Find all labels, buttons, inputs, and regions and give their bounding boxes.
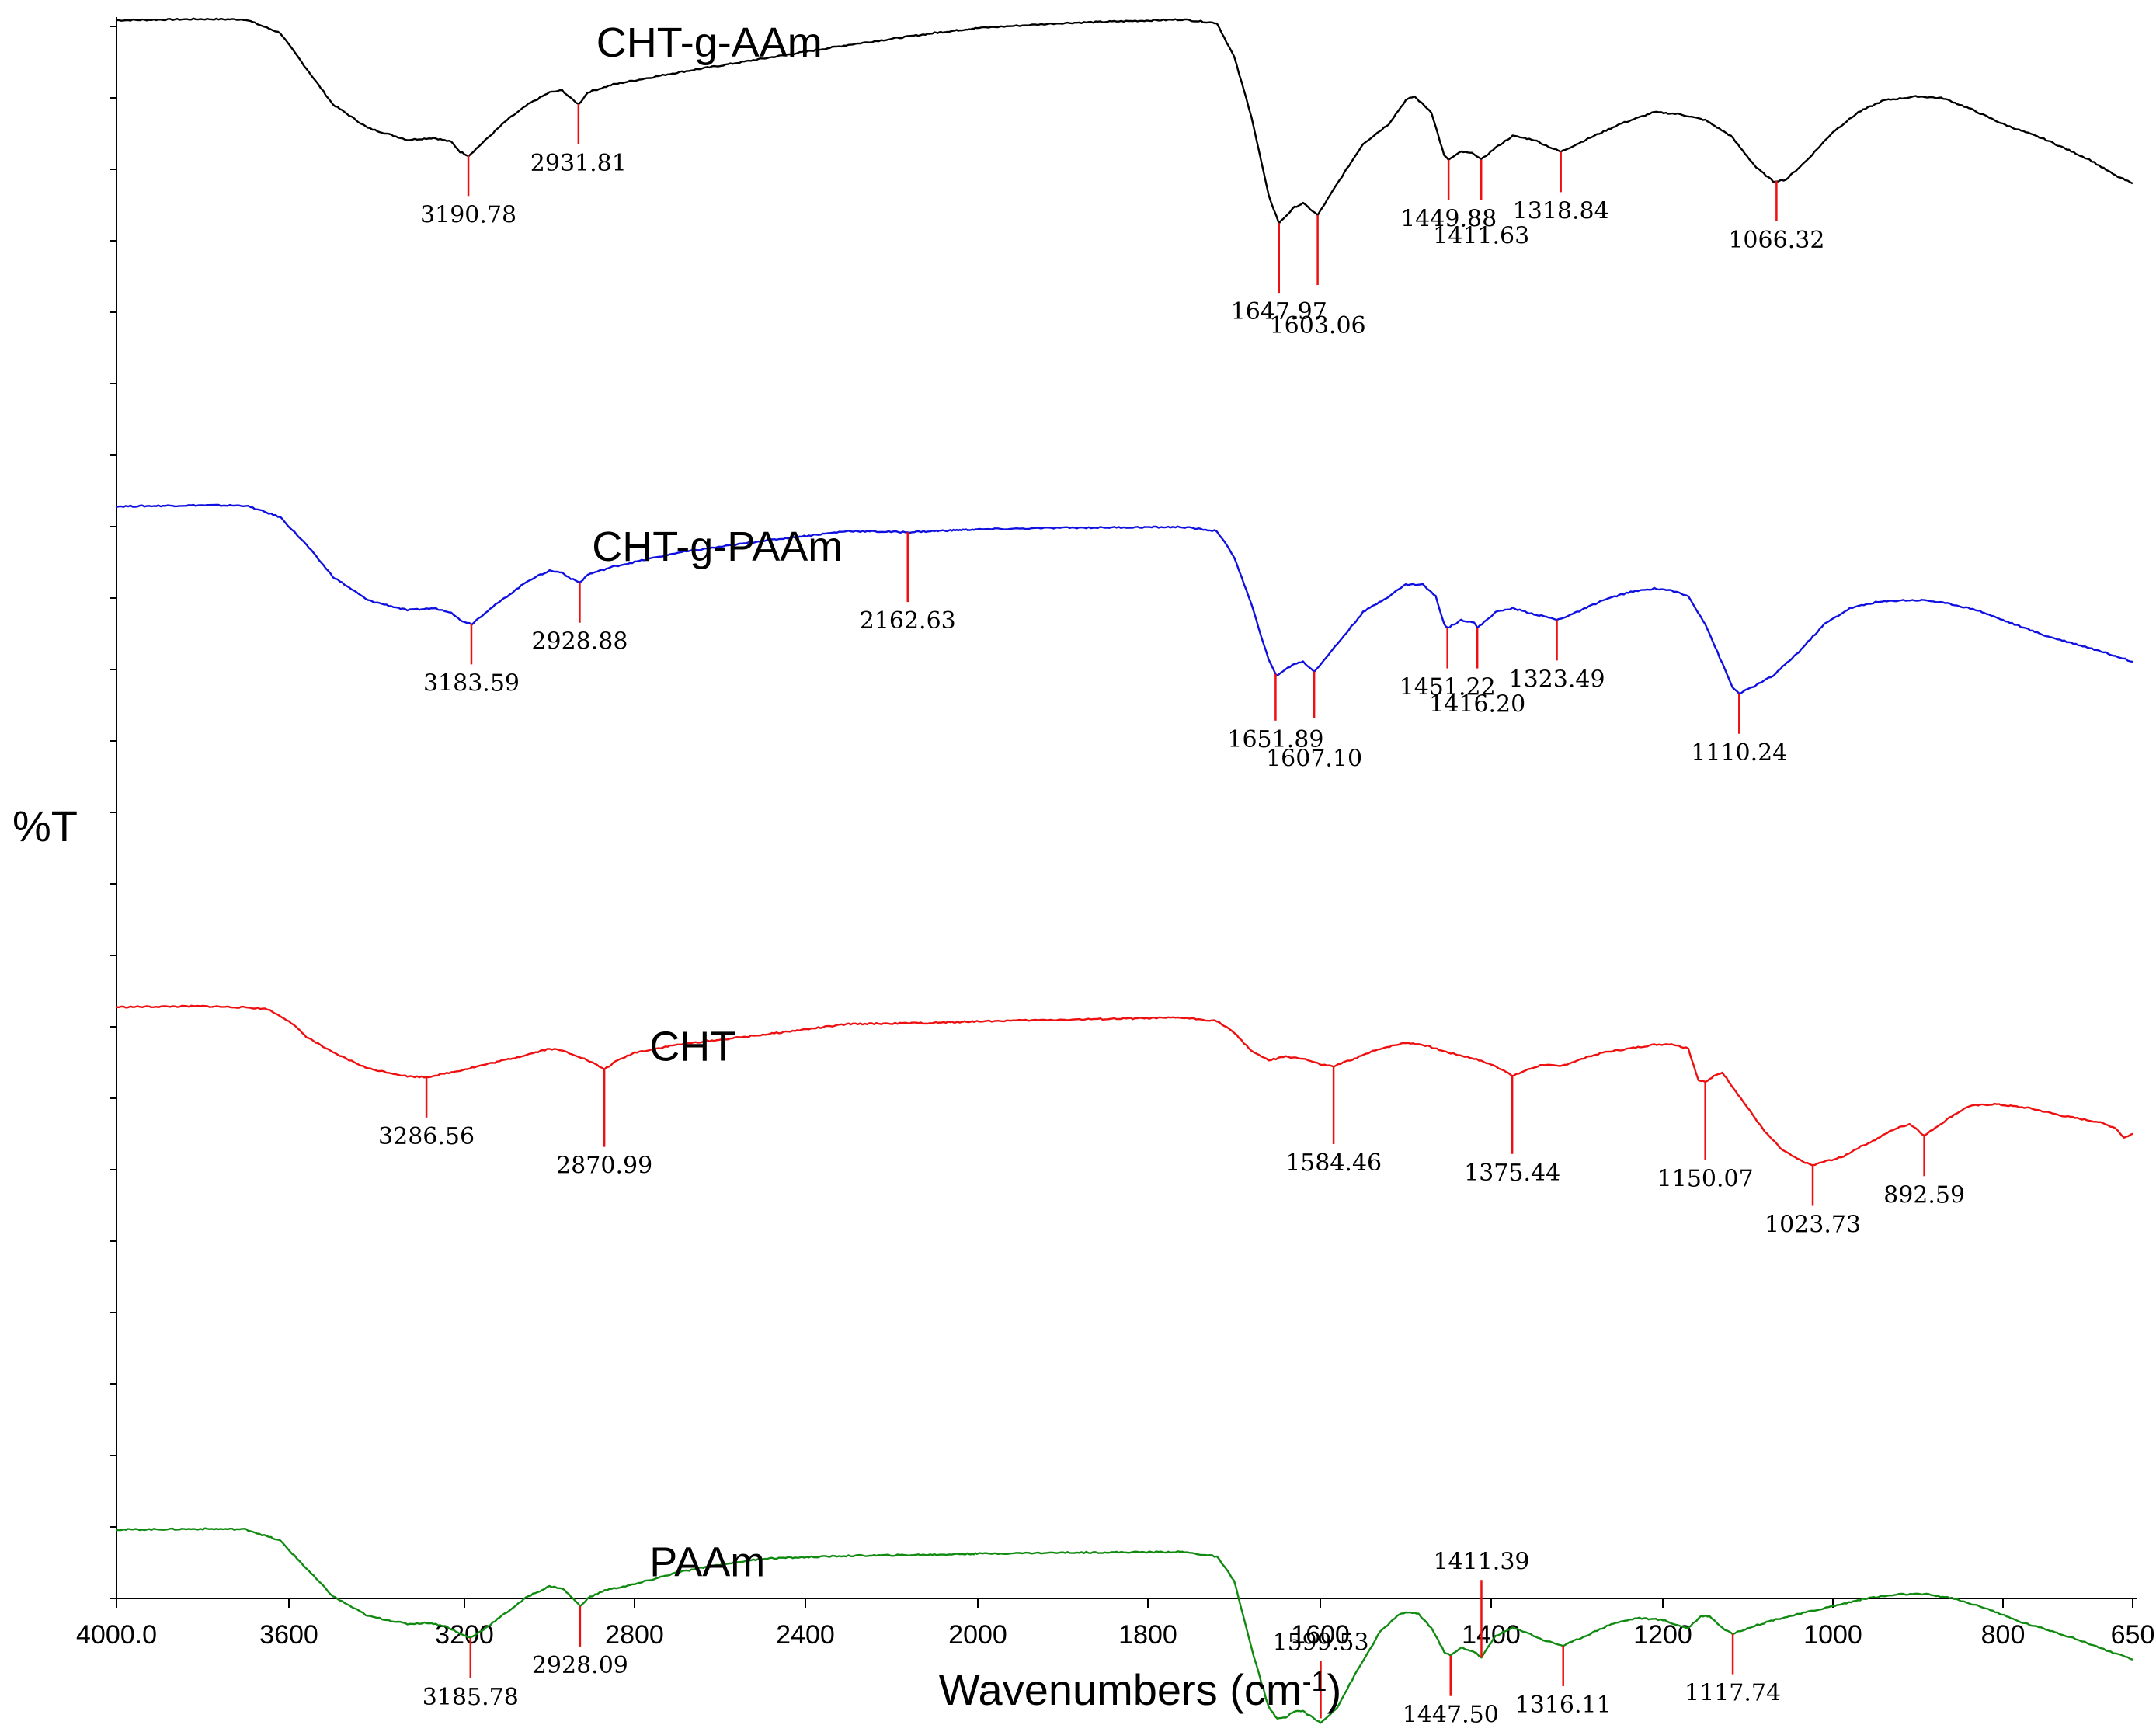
x-tick-label: 4000.0 (76, 1620, 157, 1650)
plot-frame (116, 17, 2137, 1599)
peak-label: 1607.10 (1266, 746, 1362, 773)
series-line-cht-g-aam (116, 17, 2133, 224)
peak-label: 1449.88 (1400, 206, 1497, 233)
peak-label: 1451.22 (1400, 674, 1496, 701)
peak-annotations: 3190.782931.811647.971603.061449.881411.… (378, 103, 1965, 1729)
peak-label: 1411.63 (1433, 223, 1529, 250)
x-axis-title: Wavenumbers (cm-1) (939, 1665, 1341, 1714)
peak-label: 1316.11 (1515, 1692, 1612, 1719)
peak-label: 1599.53 (1272, 1629, 1368, 1656)
series-labels: CHT-g-AAm CHT-g-PAAm CHT PAAm (592, 19, 843, 1586)
peak-label: 3190.78 (420, 201, 516, 228)
x-tick-label: 1000 (1803, 1620, 1862, 1650)
series-label-cht-g-aam: CHT-g-AAm (596, 19, 822, 66)
x-tick-label: 2000 (948, 1620, 1007, 1650)
peak-label: 892.59 (1883, 1181, 1965, 1209)
y-axis-ticks (110, 26, 116, 1599)
peak-label: 1603.06 (1270, 312, 1366, 339)
peak-label: 1411.39 (1433, 1548, 1529, 1575)
series-label-cht: CHT (649, 1023, 735, 1069)
peak-label: 1150.07 (1657, 1165, 1754, 1192)
peak-label: 1066.32 (1728, 227, 1824, 254)
peak-label: 3183.59 (423, 669, 520, 697)
series-label-cht-g-paam: CHT-g-PAAm (592, 523, 843, 570)
peak-label: 3286.56 (378, 1123, 475, 1150)
peak-label: 2928.88 (531, 628, 628, 656)
peak-label: 1023.73 (1765, 1212, 1861, 1239)
peak-label: 1318.84 (1513, 197, 1609, 224)
peak-label: 2928.09 (532, 1652, 628, 1679)
x-tick-label: 650 (2111, 1620, 2155, 1650)
x-tick-label: 2800 (605, 1620, 664, 1650)
peak-label: 1110.24 (1691, 739, 1787, 767)
x-tick-label: 2400 (776, 1620, 835, 1650)
spectra-lines (116, 17, 2133, 1724)
peak-label: 1584.46 (1285, 1149, 1382, 1177)
peak-label: 1117.74 (1685, 1680, 1781, 1707)
x-tick-label: 1200 (1633, 1620, 1692, 1650)
series-line-cht-g-paam (116, 503, 2133, 695)
peak-label: 2870.99 (556, 1153, 652, 1180)
y-axis-title: %T (12, 802, 78, 850)
peak-label: 1323.49 (1509, 666, 1605, 693)
x-tick-label: 1600 (1291, 1620, 1350, 1650)
x-tick-label: 800 (1981, 1620, 2026, 1650)
peak-label: 1447.50 (1403, 1702, 1499, 1728)
x-tick-label: 3600 (259, 1620, 318, 1650)
peak-label: 1416.20 (1429, 691, 1525, 718)
x-tick-label: 1800 (1118, 1620, 1177, 1650)
x-tick-label: 1400 (1462, 1620, 1521, 1650)
peak-label: 2931.81 (530, 150, 627, 177)
peak-label: 1651.89 (1227, 726, 1323, 753)
peak-label: 3185.78 (423, 1684, 519, 1711)
series-label-paam: PAAm (649, 1539, 765, 1586)
peak-label: 2162.63 (860, 607, 956, 635)
series-line-cht (116, 1004, 2133, 1167)
peak-label: 1647.97 (1231, 298, 1327, 325)
series-line-paam (116, 1527, 2133, 1724)
peak-label: 1375.44 (1464, 1160, 1560, 1187)
